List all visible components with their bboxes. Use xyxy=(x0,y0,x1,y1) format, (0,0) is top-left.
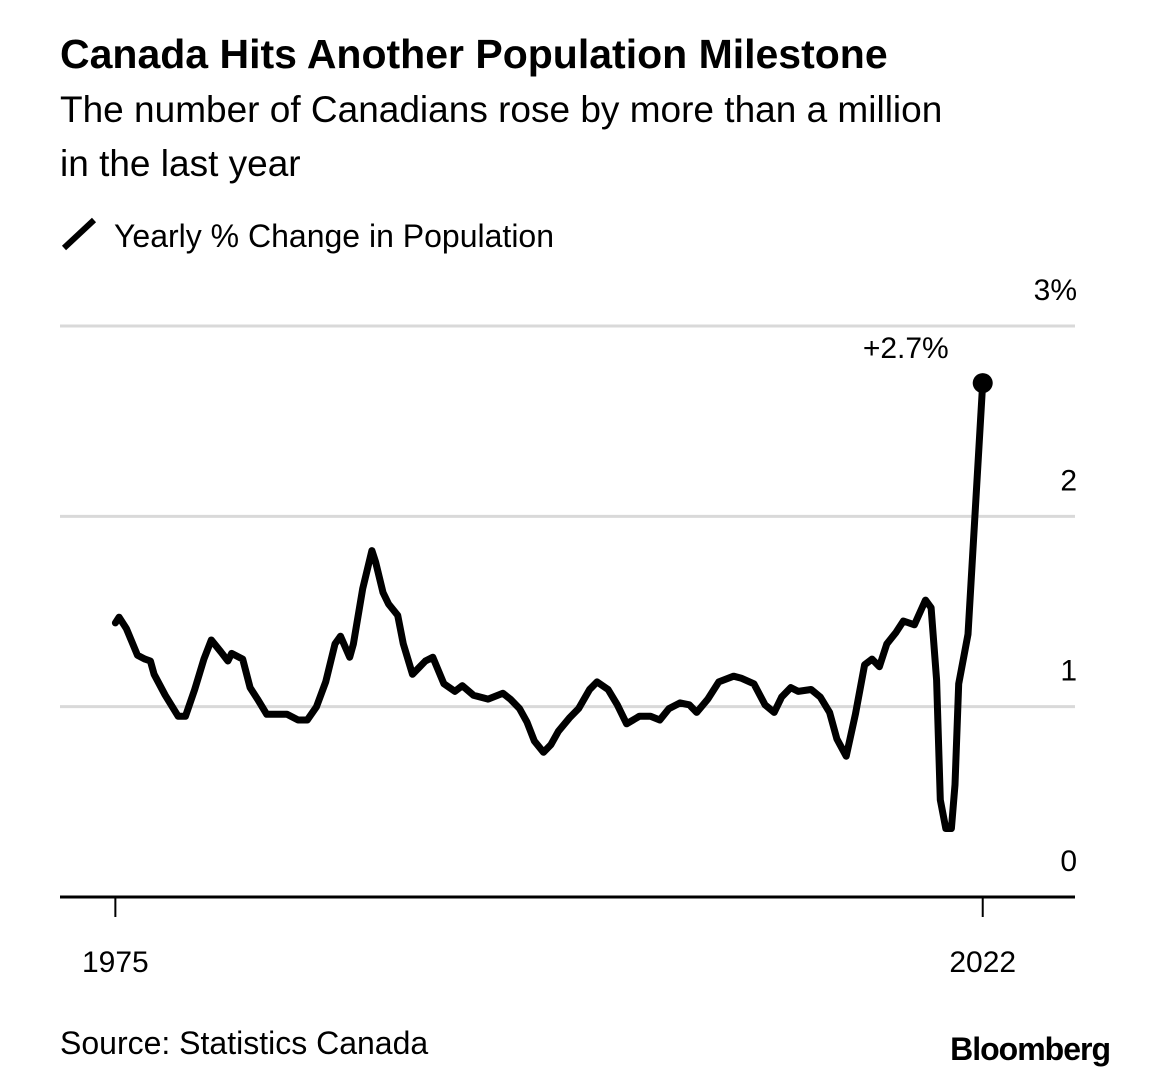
y-tick-label: 0 xyxy=(1060,845,1077,878)
legend-label: Yearly % Change in Population xyxy=(114,218,554,254)
chart-subtitle: in the last year xyxy=(60,143,301,184)
chart-title: Canada Hits Another Population Milestone xyxy=(60,31,888,77)
y-tick-label: 1 xyxy=(1060,655,1077,688)
chart-subtitle: The number of Canadians rose by more tha… xyxy=(60,89,942,130)
x-tick-label: 2022 xyxy=(949,946,1016,979)
y-tick-label: 2 xyxy=(1060,464,1077,497)
source: Source: Statistics Canada xyxy=(60,1025,428,1061)
end-point xyxy=(972,373,993,394)
brand: Bloomberg xyxy=(950,1031,1110,1067)
y-tick-label: 3% xyxy=(1034,274,1077,307)
legend-swatch xyxy=(61,217,97,251)
data-line xyxy=(111,379,987,832)
x-tick-label: 1975 xyxy=(82,946,149,979)
annotation: +2.7% xyxy=(863,332,949,365)
